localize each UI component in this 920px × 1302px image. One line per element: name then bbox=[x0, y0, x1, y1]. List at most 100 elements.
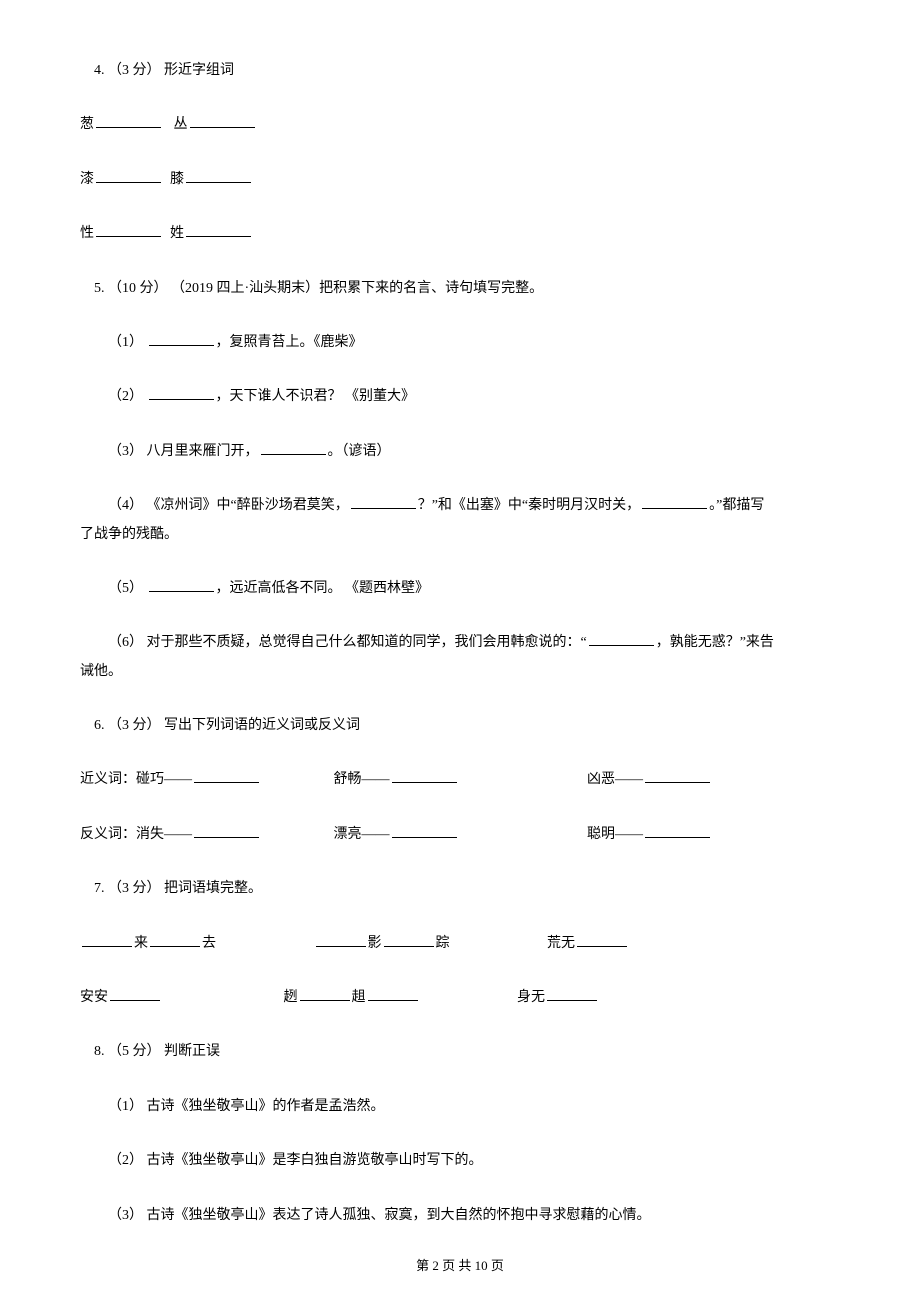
q6-row2: 反义词：消失—— 漂亮—— 聪明—— bbox=[80, 824, 840, 846]
blank bbox=[186, 223, 251, 237]
blank bbox=[589, 632, 654, 646]
q7-cell: 趔趄 bbox=[284, 987, 514, 1009]
q5-item-6-tail: 诫他。 bbox=[80, 661, 840, 683]
blank bbox=[194, 769, 259, 783]
blank bbox=[149, 386, 214, 400]
q7-char: 影 bbox=[368, 936, 382, 951]
question-4: 4. （3 分） 形近字组词 葱 丛 漆 膝 性 姓 bbox=[80, 60, 840, 246]
blank bbox=[392, 769, 457, 783]
q6-word: 聪明—— bbox=[587, 827, 643, 842]
blank bbox=[149, 578, 214, 592]
q5-item-5: （5） ，远近高低各不同。 《题西林壁》 bbox=[80, 578, 840, 600]
q7-char: 身 bbox=[517, 990, 531, 1005]
q5-num: （4） bbox=[108, 498, 143, 513]
blank bbox=[149, 332, 214, 346]
q6-title: 6. （3 分） 写出下列词语的近义词或反义词 bbox=[80, 715, 840, 737]
page-number: 第 2 页 共 10 页 bbox=[0, 1255, 920, 1274]
q6-row1: 近义词：碰巧—— 舒畅—— 凶恶—— bbox=[80, 769, 840, 791]
q7-char: 趔 bbox=[284, 990, 298, 1005]
q5-text: ，远近高低各不同。 《题西林壁》 bbox=[216, 581, 430, 596]
q7-char: 无 bbox=[531, 990, 545, 1005]
q5-text: ，孰能无惑？”来告 bbox=[656, 635, 774, 650]
q7-cell: 安安 bbox=[80, 987, 310, 1009]
q5-text: 。（谚语） bbox=[328, 444, 391, 459]
q4-char-2b: 姓 bbox=[170, 226, 184, 241]
q5-text: ，复照青苔上。《鹿柴》 bbox=[216, 335, 363, 350]
q6-label: 反义词： bbox=[80, 827, 136, 842]
q5-item-6: （6） 对于那些不质疑，总觉得自己什么都知道的同学，我们会用韩愈说的：“ ，孰能无… bbox=[80, 632, 840, 654]
q6-word: 消失—— bbox=[136, 827, 192, 842]
q6-word: 凶恶—— bbox=[587, 772, 643, 787]
blank bbox=[96, 114, 161, 128]
q7-row1: 来去 影踪 荒无 bbox=[80, 933, 840, 955]
q7-char: 无 bbox=[561, 936, 575, 951]
blank bbox=[194, 824, 259, 838]
q6-word: 舒畅—— bbox=[334, 772, 390, 787]
q5-item-1: （1） ，复照青苔上。《鹿柴》 bbox=[80, 332, 840, 354]
q8-item-1: （1） 古诗《独坐敬亭山》的作者是孟浩然。 bbox=[80, 1096, 840, 1118]
q7-char: 趄 bbox=[352, 990, 366, 1005]
q5-text: 对于那些不质疑，总觉得自己什么都知道的同学，我们会用韩愈说的：“ bbox=[147, 635, 587, 650]
q5-num: （2） bbox=[108, 389, 143, 404]
q6-word: 漂亮—— bbox=[334, 827, 390, 842]
q5-item-3: （3） 八月里来雁门开， 。（谚语） bbox=[80, 441, 840, 463]
blank bbox=[384, 933, 434, 947]
blank bbox=[645, 824, 710, 838]
question-7: 7. （3 分） 把词语填完整。 来去 影踪 荒无 安安 趔趄 身无 bbox=[80, 878, 840, 1009]
blank bbox=[368, 987, 418, 1001]
q4-pair-2: 性 姓 bbox=[80, 223, 840, 245]
q4-char-1b: 膝 bbox=[170, 172, 184, 187]
q4-char-0b: 丛 bbox=[174, 117, 188, 132]
q4-char-2a: 性 bbox=[80, 226, 94, 241]
q5-title: 5. （10 分） （2019 四上·汕头期末）把积累下来的名言、诗句填写完整。 bbox=[80, 278, 840, 300]
q5-num: （6） bbox=[108, 635, 143, 650]
q6-label: 近义词： bbox=[80, 772, 136, 787]
q5-text: 《凉州词》中“醉卧沙场君莫笑， bbox=[147, 498, 349, 513]
q5-text: ，天下谁人不识君？ 《别董大》 bbox=[216, 389, 416, 404]
blank bbox=[110, 987, 160, 1001]
q7-char: 安 bbox=[94, 990, 108, 1005]
blank bbox=[186, 169, 251, 183]
blank bbox=[190, 114, 255, 128]
q7-char: 踪 bbox=[436, 936, 450, 951]
q8-item-3: （3） 古诗《独坐敬亭山》表达了诗人孤独、寂寞，到大自然的怀抱中寻求慰藉的心情。 bbox=[80, 1205, 840, 1227]
q7-cell: 影踪 bbox=[314, 933, 544, 955]
blank bbox=[642, 495, 707, 509]
q4-pair-1: 漆 膝 bbox=[80, 169, 840, 191]
q7-cell: 身无 bbox=[517, 987, 747, 1009]
blank bbox=[577, 933, 627, 947]
q5-item-4: （4） 《凉州词》中“醉卧沙场君莫笑， ？”和《出塞》中“秦时明月汉时关， 。”都描… bbox=[80, 495, 840, 517]
q7-cell: 荒无 bbox=[547, 933, 777, 955]
q8-item-2: （2） 古诗《独坐敬亭山》是李白独自游览敬亭山时写下的。 bbox=[80, 1150, 840, 1172]
q4-title: 4. （3 分） 形近字组词 bbox=[80, 60, 840, 82]
blank bbox=[261, 441, 326, 455]
blank bbox=[316, 933, 366, 947]
blank bbox=[96, 223, 161, 237]
q7-row2: 安安 趔趄 身无 bbox=[80, 987, 840, 1009]
q7-cell: 来去 bbox=[80, 933, 310, 955]
q7-char: 来 bbox=[134, 936, 148, 951]
q7-char: 去 bbox=[202, 936, 216, 951]
q6-word: 碰巧—— bbox=[136, 772, 192, 787]
q5-num: （1） bbox=[108, 335, 143, 350]
question-5: 5. （10 分） （2019 四上·汕头期末）把积累下来的名言、诗句填写完整。… bbox=[80, 278, 840, 684]
q8-title: 8. （5 分） 判断正误 bbox=[80, 1041, 840, 1063]
q5-num: （3） bbox=[108, 444, 143, 459]
q5-text: 八月里来雁门开， bbox=[147, 444, 259, 459]
blank bbox=[300, 987, 350, 1001]
q5-text: 。”都描写 bbox=[709, 498, 764, 513]
q4-char-0a: 葱 bbox=[80, 117, 94, 132]
q5-num: （5） bbox=[108, 581, 143, 596]
blank bbox=[547, 987, 597, 1001]
blank bbox=[392, 824, 457, 838]
blank bbox=[96, 169, 161, 183]
blank bbox=[645, 769, 710, 783]
q4-char-1a: 漆 bbox=[80, 172, 94, 187]
question-6: 6. （3 分） 写出下列词语的近义词或反义词 近义词：碰巧—— 舒畅—— 凶恶… bbox=[80, 715, 840, 846]
blank bbox=[351, 495, 416, 509]
q7-char: 荒 bbox=[547, 936, 561, 951]
q5-text: ？”和《出塞》中“秦时明月汉时关， bbox=[418, 498, 640, 513]
blank bbox=[82, 933, 132, 947]
q7-char: 安 bbox=[80, 990, 94, 1005]
q5-item-4-tail: 了战争的残酷。 bbox=[80, 524, 840, 546]
